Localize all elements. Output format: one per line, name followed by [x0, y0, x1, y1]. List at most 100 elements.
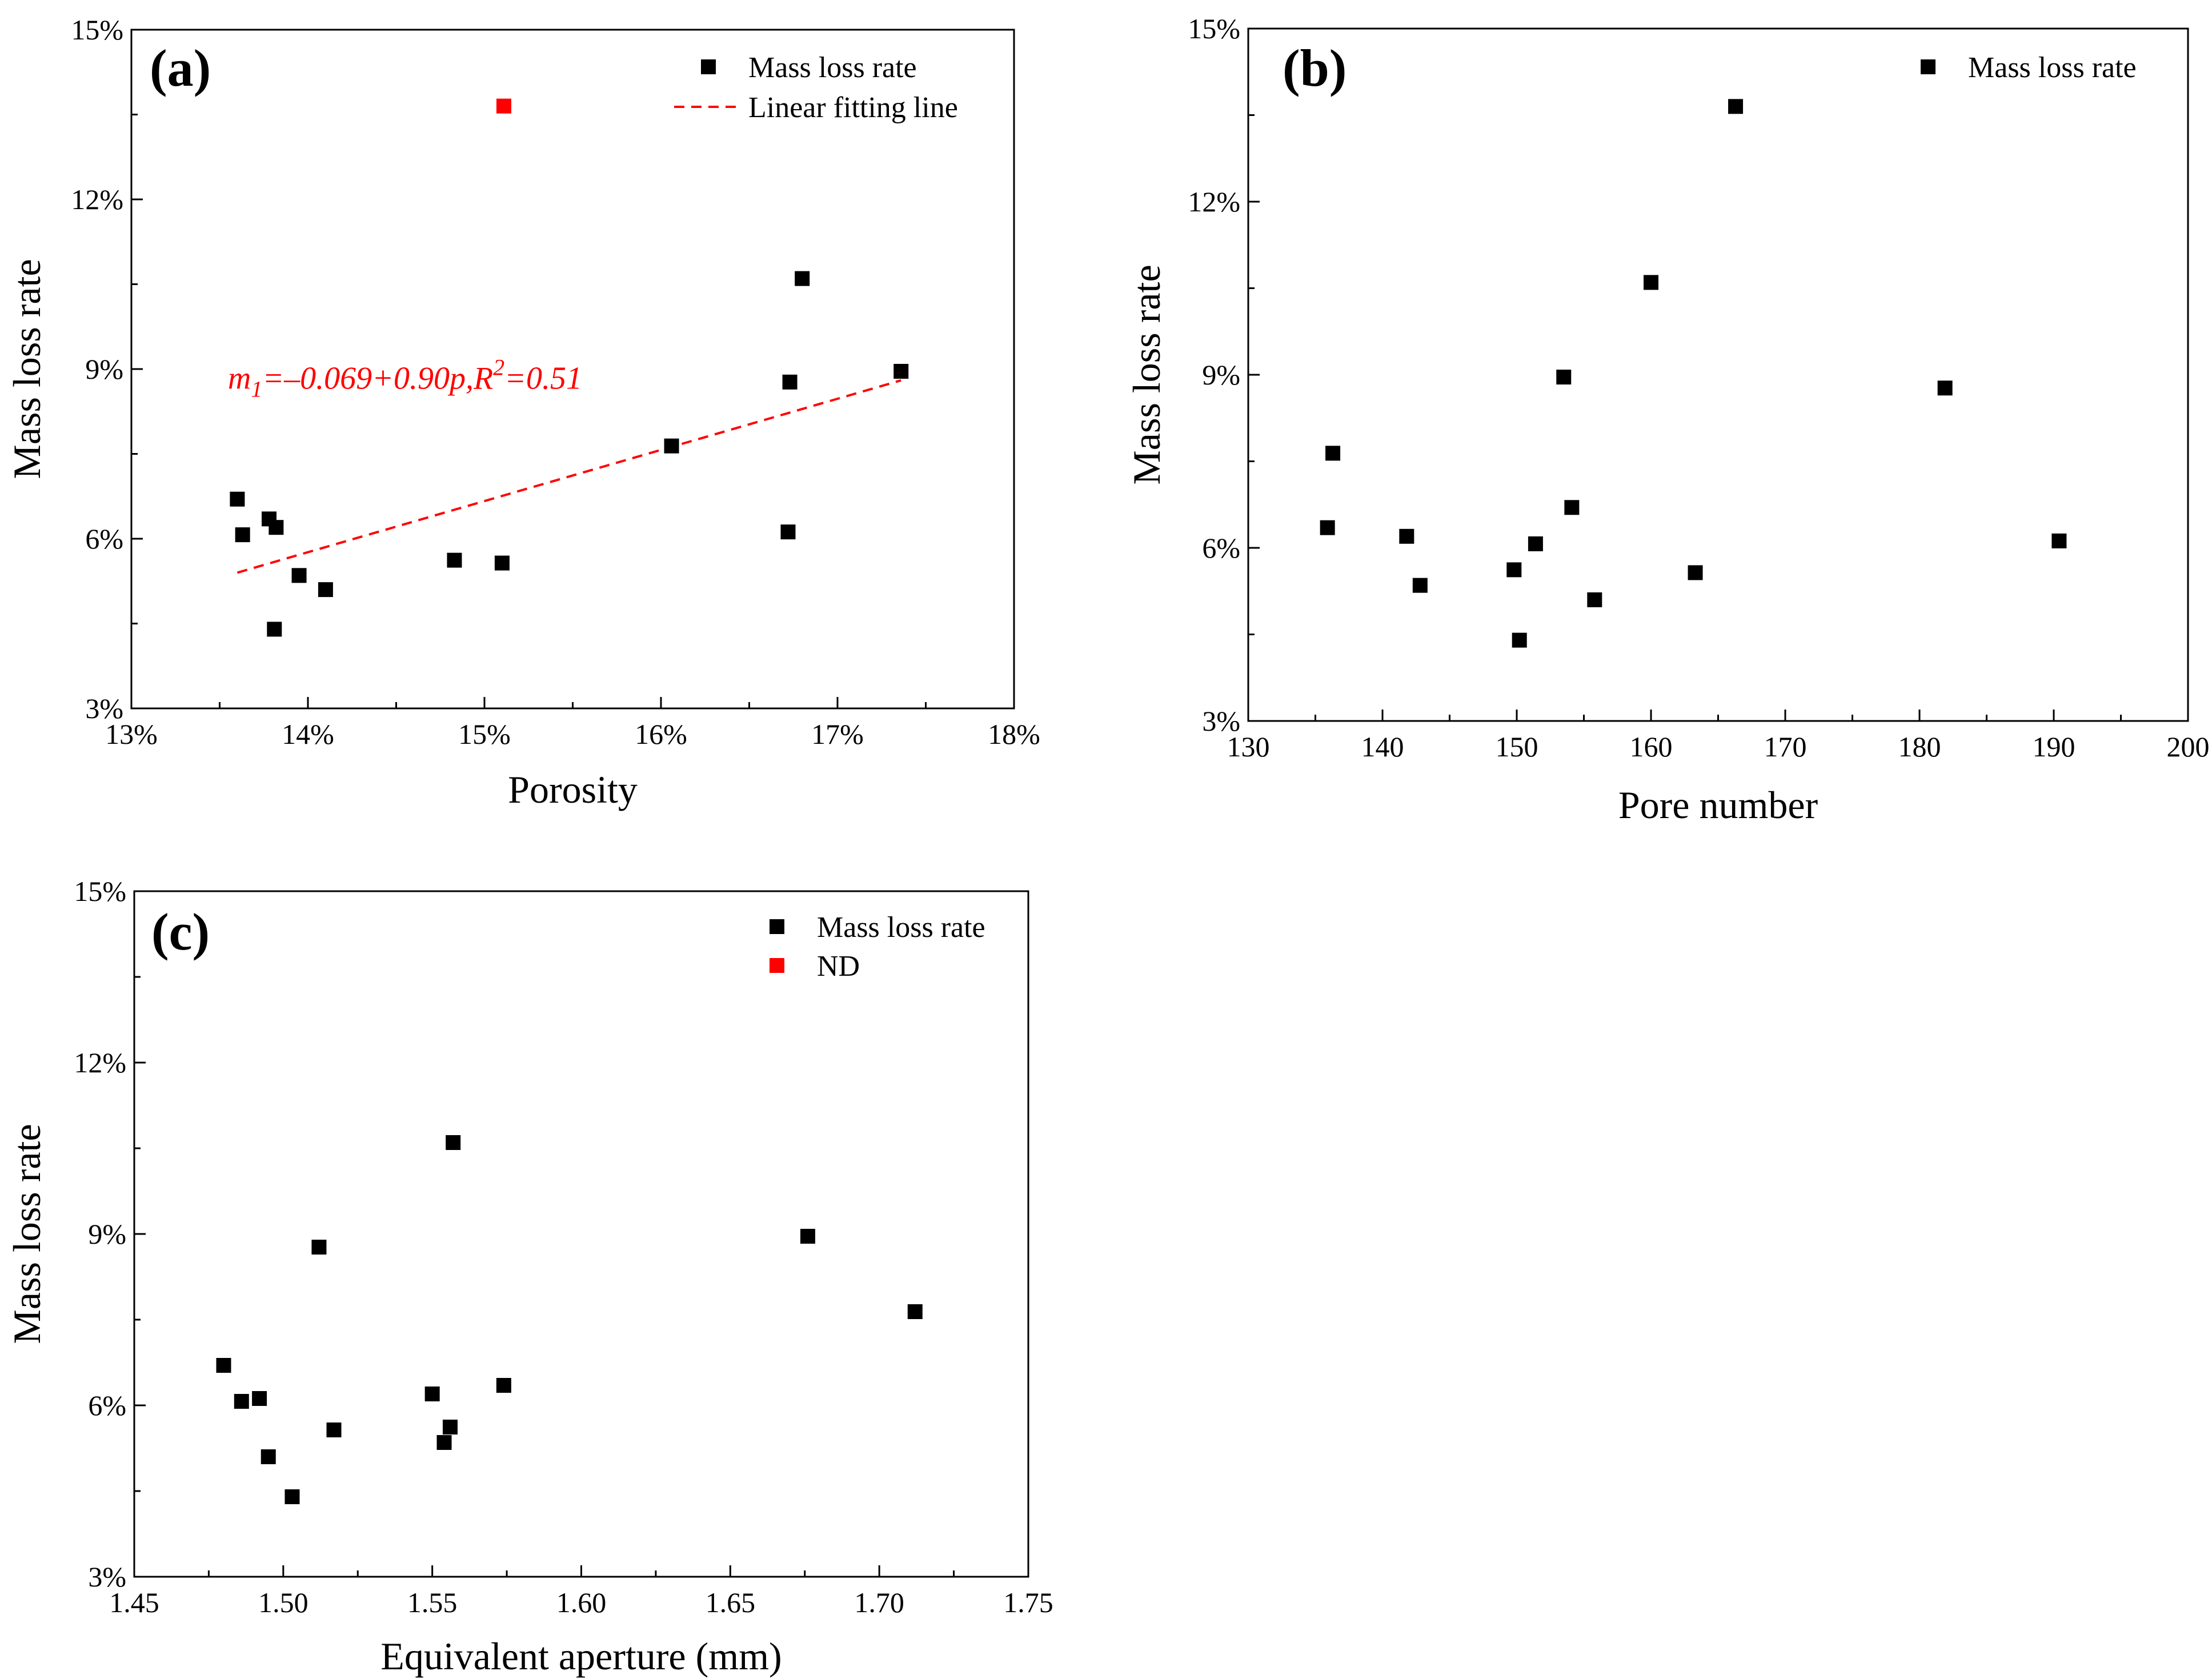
x-tick-label: 200	[2167, 731, 2210, 763]
x-axis-label: Porosity	[508, 768, 638, 811]
x-tick-label: 160	[1630, 731, 1673, 763]
eq-m: m	[228, 361, 251, 396]
y-tick-label: 15%	[1188, 13, 1240, 45]
data-point	[1412, 578, 1428, 593]
y-tick-label: 9%	[88, 1218, 126, 1250]
x-tick-label: 1.65	[706, 1586, 756, 1618]
data-point	[267, 622, 282, 637]
eq-subscript: 1	[251, 376, 262, 402]
data-point	[269, 520, 284, 535]
data-point	[795, 271, 810, 286]
fit-equation: m1=–0.069+0.90p,R2=0.51	[228, 355, 582, 402]
eq-r: ,R	[466, 361, 493, 396]
x-tick-label: 140	[1361, 731, 1404, 763]
legend-label: ND	[817, 950, 860, 983]
x-axis-label: Pore number	[1618, 783, 1818, 827]
data-point	[893, 363, 909, 379]
x-tick-label: 1.50	[258, 1586, 308, 1618]
x-tick-label: 1.45	[109, 1586, 159, 1618]
legend-marker	[770, 958, 784, 973]
y-tick-label: 9%	[85, 353, 123, 385]
data-point	[782, 374, 798, 390]
chart-panel-a: 13% 14% 15% 16% 17% 18% 3% 6% 9% 12% 15% Porosity Ma…	[5, 14, 1040, 811]
data-point	[800, 1229, 815, 1244]
data-point	[442, 1420, 458, 1434]
data-point	[436, 1435, 452, 1450]
y-tick-label: 3%	[85, 692, 123, 724]
eq-body: =–0.069+0.90	[262, 361, 450, 396]
x-tick-label: 130	[1227, 731, 1270, 763]
data-point	[261, 1449, 276, 1464]
data-point	[1937, 380, 1953, 396]
y-tick-label: 12%	[71, 183, 123, 215]
panel-label: (a)	[150, 39, 211, 97]
eq-p: p	[447, 361, 466, 396]
legend-label: Mass loss rate	[817, 911, 985, 944]
data-point	[2051, 533, 2067, 548]
data-point	[496, 1378, 511, 1393]
data-point	[1688, 565, 1703, 580]
panel-label: (b)	[1283, 39, 1347, 97]
x-tick-label: 14%	[282, 718, 334, 750]
y-tick-label: 15%	[71, 14, 123, 46]
x-tick-label: 190	[2033, 731, 2075, 763]
legend-marker	[701, 59, 716, 74]
legend-label: Mass loss rate	[748, 51, 917, 84]
data-point	[284, 1489, 300, 1504]
eq-value: =0.51	[504, 361, 582, 396]
y-tick-label: 9%	[1202, 359, 1240, 391]
panel-label: (c)	[151, 903, 210, 961]
y-axis-label: Mass loss rate	[5, 259, 49, 479]
data-point	[252, 1391, 267, 1406]
x-tick-label: 180	[1898, 731, 1941, 763]
legend-marker	[1921, 59, 1935, 74]
data-point	[318, 582, 333, 598]
data-point	[235, 527, 250, 543]
data-point	[216, 1358, 231, 1373]
y-tick-label: 3%	[88, 1561, 126, 1593]
x-tick-label: 150	[1496, 731, 1538, 763]
data-point	[494, 555, 510, 571]
y-tick-label: 12%	[74, 1047, 126, 1079]
legend-label: Linear fitting line	[748, 91, 958, 124]
data-point	[1320, 520, 1335, 535]
x-tick-label: 15%	[458, 718, 511, 750]
legend-marker	[770, 919, 784, 934]
x-tick-label: 1.60	[556, 1586, 607, 1618]
data-point	[1644, 275, 1658, 290]
x-tick-label: 1.75	[1003, 1586, 1053, 1618]
data-point	[1399, 528, 1414, 544]
plot-frame	[133, 890, 1029, 1578]
data-point	[496, 98, 511, 114]
data-point	[424, 1387, 440, 1401]
data-point	[907, 1304, 923, 1319]
data-point	[1325, 446, 1341, 461]
y-tick-label: 6%	[1202, 532, 1240, 564]
data-point	[1556, 370, 1572, 385]
chart-panel-c: 1.45 1.50 1.55 1.60 1.65 1.70 1.75 3% 6% 9% 12% 15%…	[5, 875, 1053, 1678]
data-point	[664, 438, 679, 454]
x-tick-label: 170	[1764, 731, 1807, 763]
y-tick-label: 3%	[1202, 705, 1240, 737]
x-tick-label: 18%	[988, 718, 1040, 750]
data-point	[1506, 562, 1522, 578]
eq-superscript: 2	[493, 355, 504, 380]
data-point	[447, 552, 462, 568]
x-axis-label: Equivalent aperture (mm)	[380, 1634, 782, 1678]
y-tick-label: 6%	[88, 1389, 126, 1421]
legend-label: Mass loss rate	[1968, 51, 2137, 84]
y-tick-label: 12%	[1188, 186, 1240, 218]
plot-frame	[1247, 27, 2189, 722]
y-axis-label: Mass loss rate	[5, 1124, 49, 1344]
x-tick-label: 1.55	[407, 1586, 458, 1618]
data-point	[326, 1422, 342, 1437]
data-point	[1728, 99, 1744, 114]
data-point	[291, 568, 307, 583]
x-tick-label: 13%	[105, 718, 158, 750]
data-point	[1528, 536, 1543, 551]
data-point	[1564, 500, 1580, 515]
x-tick-label: 1.70	[854, 1586, 904, 1618]
data-point	[780, 524, 796, 540]
chart-panel-b: 130 140 150 160 170 180 190 200 3% 6% 9% 12% 15% Pore…	[1125, 13, 2210, 827]
